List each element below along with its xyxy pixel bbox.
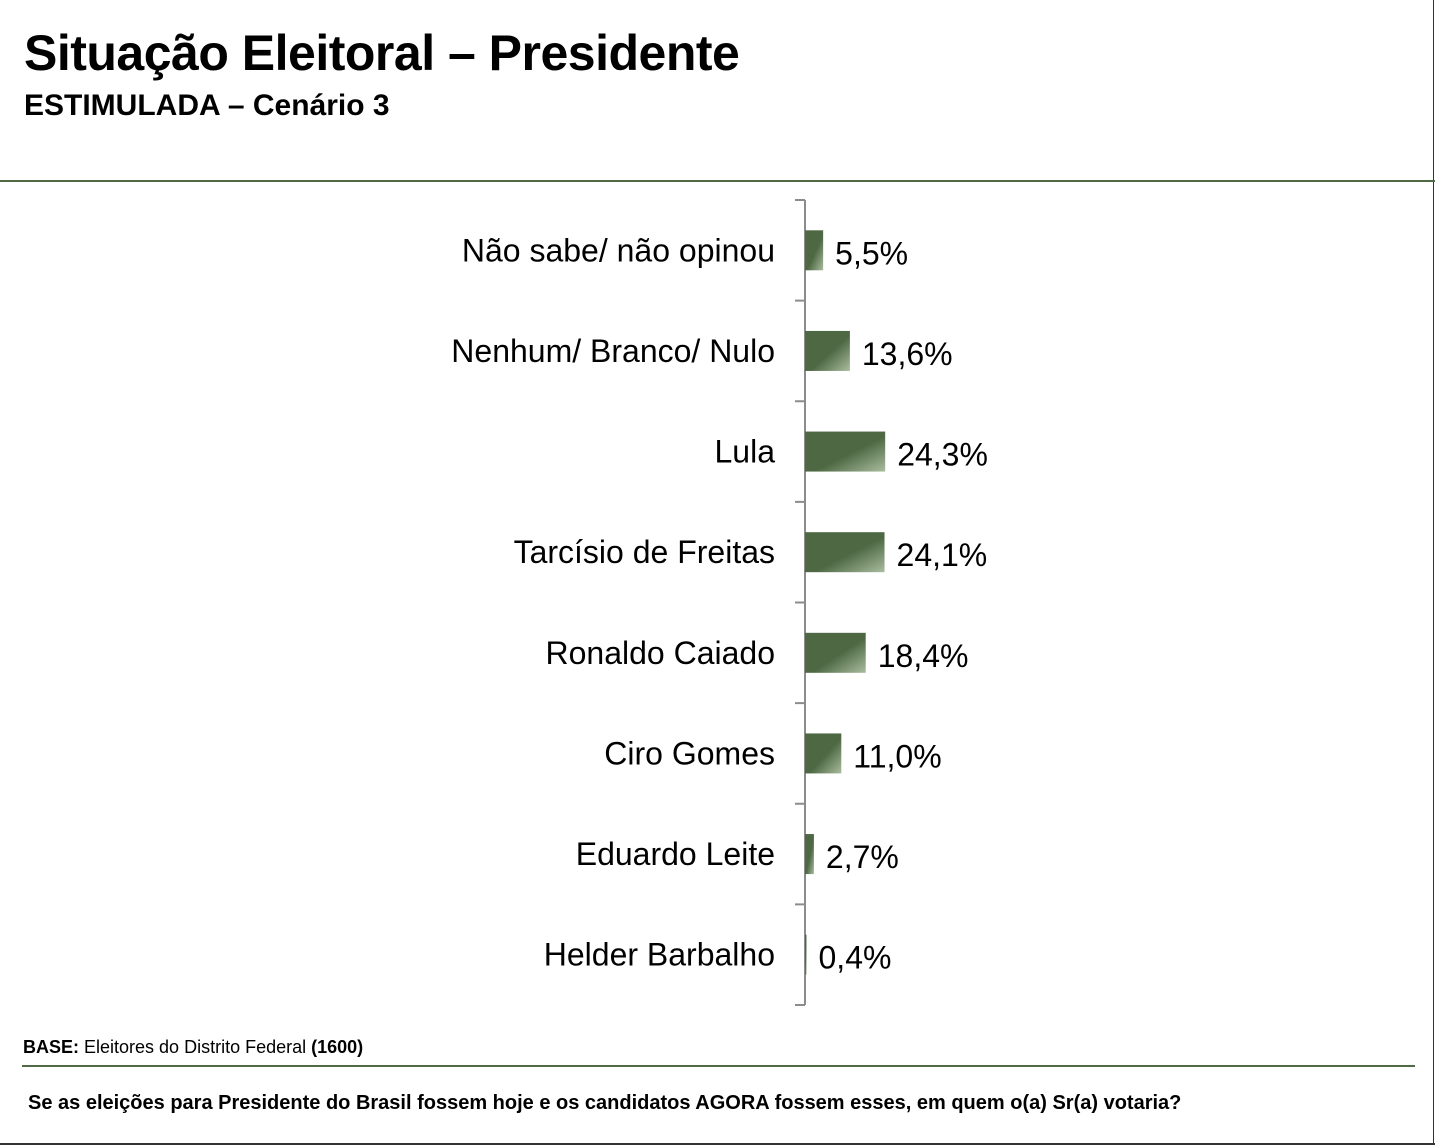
category-label: Lula [715, 434, 776, 470]
bar [805, 834, 814, 875]
data-label: 13,6% [862, 336, 953, 372]
survey-question: Se as eleições para Presidente do Brasil… [28, 1092, 1182, 1114]
data-label: 11,0% [853, 738, 941, 774]
category-label: Nenhum/ Branco/ Nulo [451, 333, 775, 369]
page-subtitle: ESTIMULADA – Cenário 3 [24, 89, 390, 122]
bar [805, 431, 886, 472]
base-note: BASE: Eleitores do Distrito Federal (160… [23, 1037, 363, 1058]
page-title: Situação Eleitoral – Presidente [24, 25, 740, 81]
chart-axis-group [795, 199, 806, 1006]
frame-right-border [1433, 0, 1434, 1145]
data-label: 2,7% [826, 839, 899, 875]
category-label: Helder Barbalho [544, 937, 775, 973]
data-label: 5,5% [835, 235, 908, 271]
base-count: (1600) [311, 1037, 364, 1057]
data-label: 18,4% [878, 638, 969, 674]
category-label: Tarcísio de Freitas [514, 534, 775, 570]
category-label: Eduardo Leite [576, 836, 775, 872]
header-divider [0, 180, 1435, 182]
data-label: 24,3% [897, 437, 988, 473]
base-text: Eleitores do Distrito Federal [79, 1037, 312, 1057]
bar [805, 632, 866, 673]
bar-chart: Não sabe/ não opinou 5,5% Nenhum/ Branco/ … [451, 199, 988, 1006]
chart-bars-group [805, 230, 886, 975]
data-label: 0,4% [819, 940, 892, 976]
bar [805, 733, 842, 774]
bar [805, 532, 885, 573]
frame-bottom-border [0, 1143, 1435, 1145]
category-label: Ronaldo Caiado [546, 635, 776, 671]
bar [805, 330, 850, 371]
footer-divider [22, 1065, 1415, 1067]
category-label: Ciro Gomes [604, 735, 775, 771]
data-label: 24,1% [897, 537, 988, 573]
chart-labels-group: Não sabe/ não opinou 5,5% Nenhum/ Branco/ … [451, 232, 988, 975]
bar [805, 934, 807, 975]
bar [805, 230, 824, 271]
base-label: BASE: [23, 1037, 80, 1057]
category-label: Não sabe/ não opinou [462, 232, 775, 268]
